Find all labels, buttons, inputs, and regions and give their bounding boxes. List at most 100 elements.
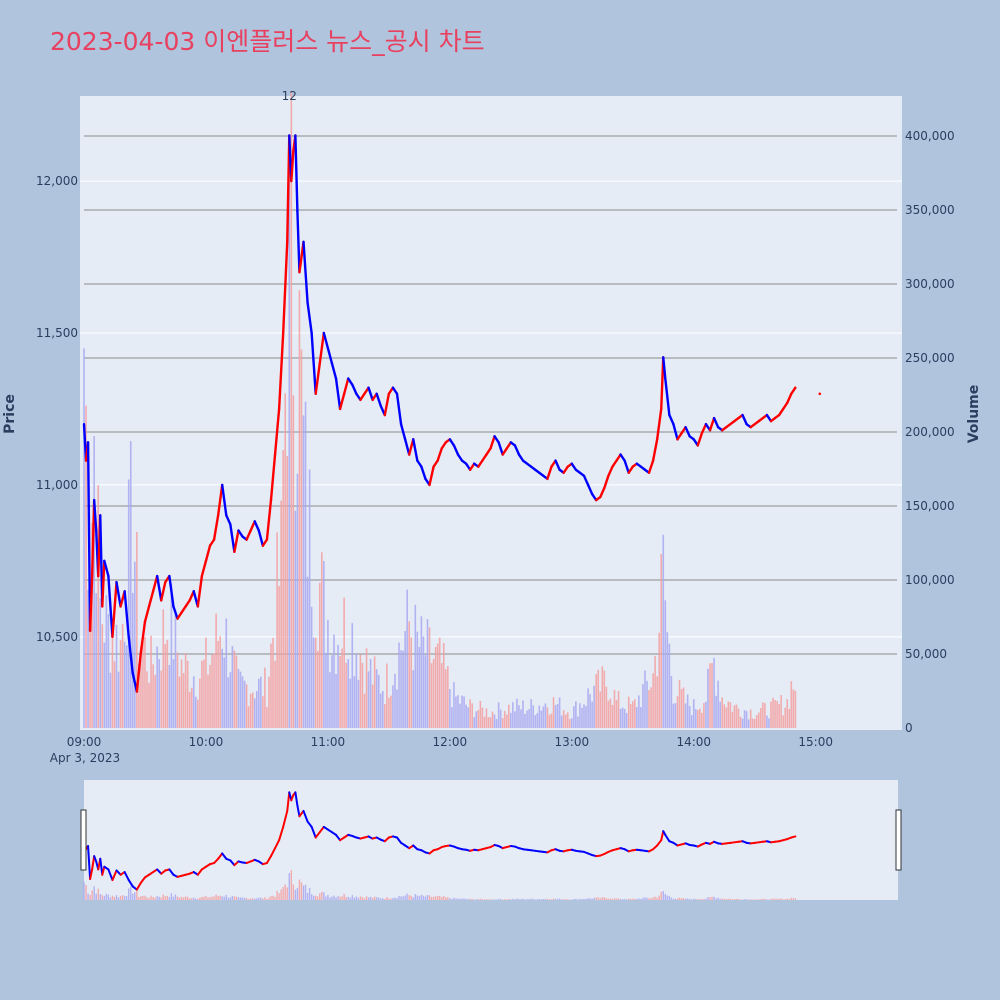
range-volume-bar (512, 898, 514, 900)
volume-bar (591, 701, 593, 728)
range-volume-bar (154, 897, 156, 900)
volume-bar (312, 637, 315, 728)
range-volume-bar (449, 898, 451, 900)
price-segment (546, 465, 553, 481)
range-volume-bar (300, 882, 303, 900)
axes: 10,500 11,000 11,500 12,000 0 50,000 100,000 15… (2, 89, 982, 765)
price-segment (290, 149, 295, 183)
volume-bar (335, 673, 337, 728)
price-segment (221, 483, 228, 517)
range-volume-bar (613, 898, 616, 900)
range-slider-handle-left[interactable] (80, 809, 87, 871)
volume-bar (717, 680, 719, 728)
volume-bar (146, 671, 148, 728)
volume-bar (201, 660, 203, 728)
range-volume-bar (737, 899, 740, 900)
volume-bar (686, 694, 689, 728)
volume-bar (532, 705, 534, 728)
range-slider[interactable] (84, 780, 898, 900)
range-price-segment (139, 876, 146, 884)
range-volume-bar (530, 898, 532, 900)
volume-bar (709, 663, 711, 728)
volume-bar (422, 636, 425, 728)
range-volume-bar (585, 898, 587, 900)
volume-bar (605, 686, 608, 728)
volume-bar (666, 632, 669, 728)
range-volume-bar (89, 894, 91, 900)
volume-bar (595, 674, 597, 728)
range-slider-handle-right[interactable] (895, 809, 902, 871)
range-volume-bar (575, 898, 577, 900)
volume-bar (538, 705, 541, 728)
price-segment (395, 392, 403, 426)
price-segment (619, 453, 626, 462)
volume-bar (241, 676, 244, 728)
range-volume-bar (520, 899, 522, 900)
range-volume-bar (410, 895, 412, 900)
time-tick-label: 14:00 (676, 735, 711, 749)
range-volume-bar (123, 895, 126, 900)
volume-bar (111, 634, 114, 728)
volume-bar (388, 697, 390, 728)
range-volume-bar (711, 896, 713, 900)
range-volume-bar (628, 898, 630, 900)
price-segment (468, 462, 476, 471)
range-volume-bar (339, 896, 341, 900)
price-segment (590, 492, 598, 502)
volume-bar (357, 679, 360, 728)
volume-bar (530, 699, 532, 728)
range-volume-bar (280, 889, 282, 900)
price-segment (233, 529, 240, 553)
volume-bar (629, 704, 632, 728)
volume-bar (402, 650, 404, 728)
price-segment (562, 465, 569, 474)
volume-bar (308, 469, 311, 728)
range-volume-bar (249, 898, 252, 900)
volume-bar (644, 670, 646, 728)
range-volume-bar (319, 893, 321, 900)
volume-bar (615, 699, 618, 728)
range-volume-bar (351, 895, 353, 900)
volume-bar (440, 663, 443, 728)
range-price-segment (269, 847, 277, 858)
volume-bar (349, 678, 352, 728)
range-volume-bar (493, 899, 496, 900)
range-volume-bar (487, 899, 490, 900)
volume-bar (420, 616, 423, 728)
price-segment (322, 331, 330, 350)
range-volume-bar (162, 894, 164, 900)
range-volume-bar (615, 898, 618, 900)
volume-bar (634, 699, 636, 728)
volume-bar (367, 671, 370, 728)
range-volume-bar (382, 898, 384, 900)
volume-bar (782, 715, 784, 728)
price-segment (359, 392, 366, 402)
range-volume-bar (199, 897, 201, 900)
range-volume-bar (333, 895, 335, 900)
volume-bar (621, 707, 624, 728)
volume-bar (168, 664, 171, 728)
volume-bar (715, 695, 717, 728)
volume-bar (140, 647, 142, 728)
range-volume-bar (386, 896, 388, 900)
volume-bar (292, 395, 295, 728)
volume-bar (158, 659, 161, 728)
volume-bar (410, 637, 413, 728)
range-volume-bar (270, 896, 272, 900)
volume-bar (426, 619, 429, 728)
range-volume-bar (392, 898, 394, 900)
range-volume-bar (640, 899, 642, 900)
range-volume-bar (345, 896, 347, 900)
range-volume-bar (591, 898, 593, 900)
volume-bar (87, 589, 89, 728)
volume-bar (627, 696, 630, 728)
range-volume-bar (217, 895, 219, 900)
price-segment (428, 465, 435, 487)
volume-bar (640, 707, 642, 728)
range-volume-bar (209, 897, 211, 900)
volume-bar (302, 415, 305, 728)
range-volume-bar (577, 899, 579, 900)
volume-bar (174, 609, 177, 728)
volume-bar (707, 668, 709, 728)
